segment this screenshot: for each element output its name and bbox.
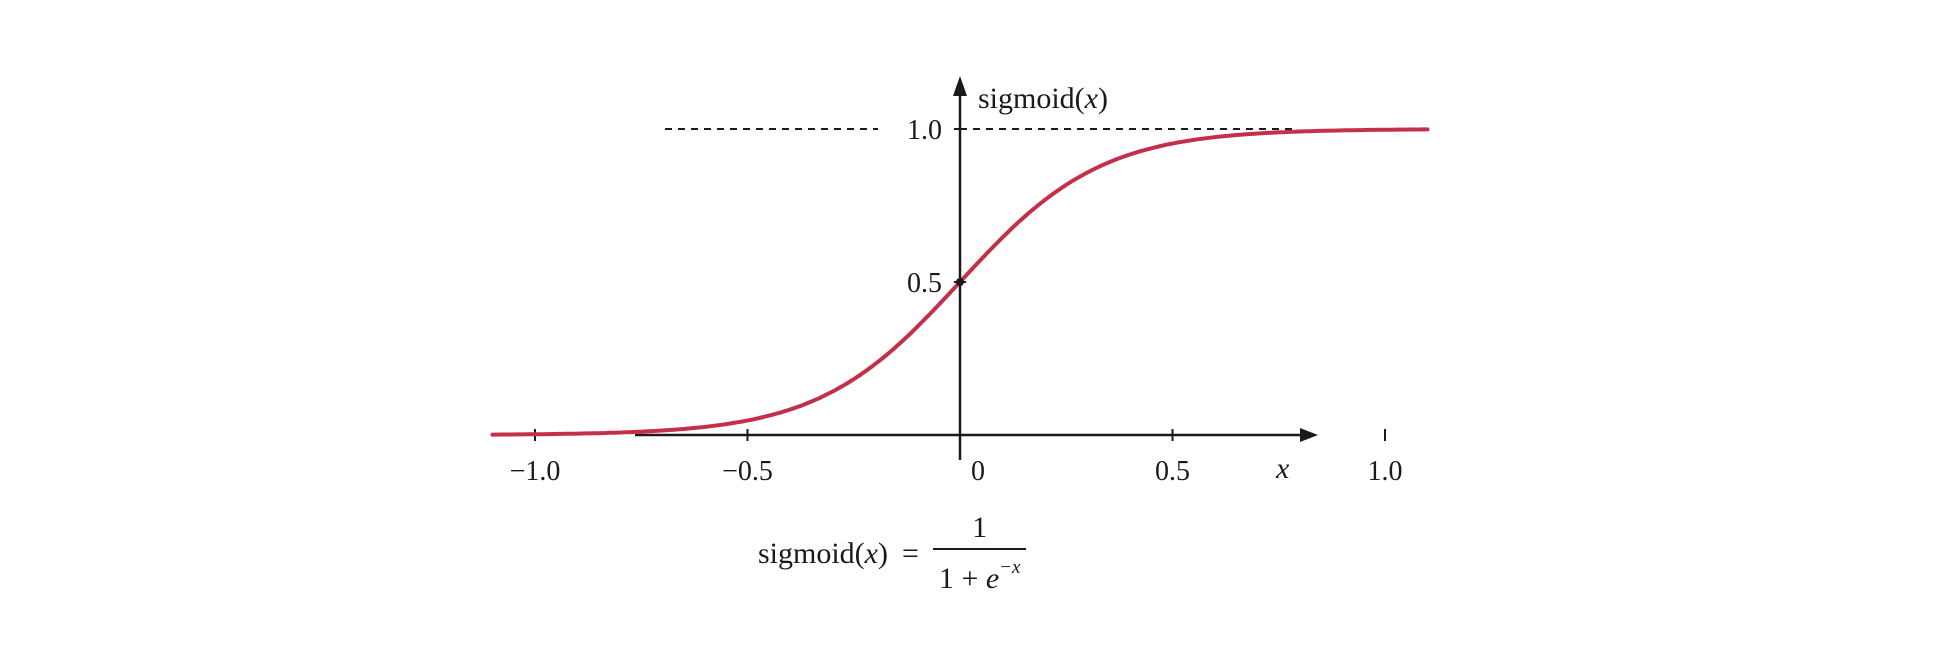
x-tick-label: −1.0 bbox=[510, 456, 561, 487]
formula-fraction: 1 1 + e−x bbox=[932, 508, 1027, 599]
y-axis-label: sigmoid(x) bbox=[978, 82, 1108, 115]
midpoint-marker bbox=[956, 278, 964, 286]
y-axis-arrowhead bbox=[953, 76, 967, 96]
x-tick-label: −0.5 bbox=[722, 456, 773, 487]
x-axis-arrowhead bbox=[1300, 428, 1318, 442]
x-tick-label: 0.5 bbox=[1155, 456, 1190, 487]
x-axis-label: x bbox=[1275, 452, 1290, 485]
sigmoid-formula: sigmoid(x) = 1 1 + e−x bbox=[758, 508, 1027, 599]
formula-numerator: 1 bbox=[972, 511, 988, 544]
formula-lhs: sigmoid(x) bbox=[758, 536, 888, 570]
y-tick-label: 1.0 bbox=[907, 115, 942, 146]
formula-equals: = bbox=[902, 536, 919, 570]
x-tick-label: 1.0 bbox=[1368, 456, 1403, 487]
y-tick-label: 0.5 bbox=[907, 268, 942, 299]
x-tick-label: 0 bbox=[971, 456, 985, 487]
formula-denominator: 1 + e−x bbox=[932, 548, 1027, 599]
